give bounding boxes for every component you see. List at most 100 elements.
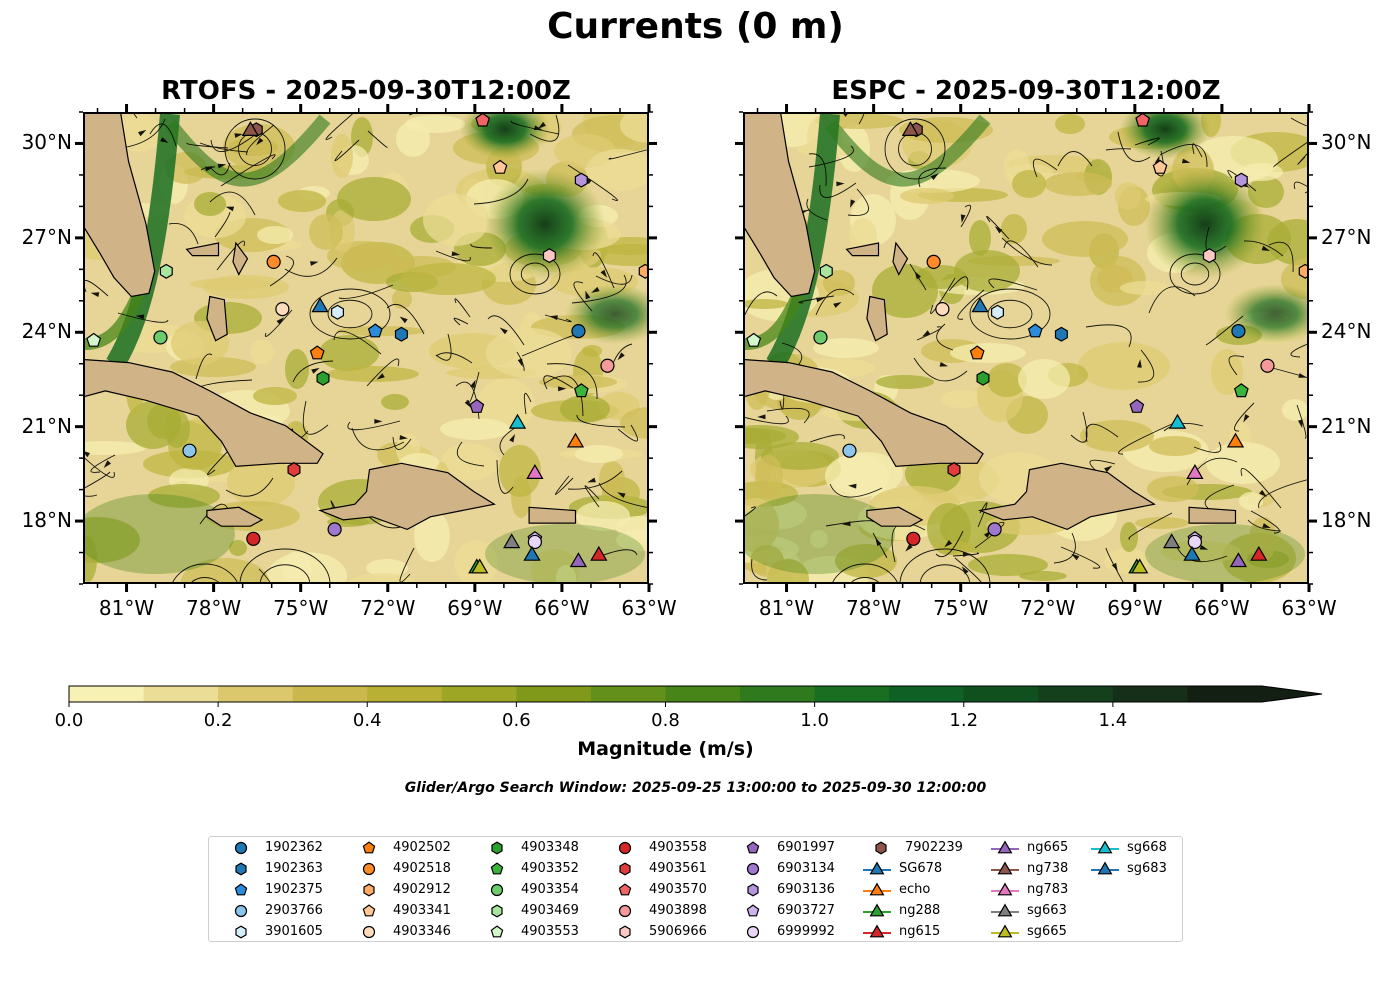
- x-tick-label: 81°W: [98, 596, 155, 620]
- x-tick-label: 72°W: [360, 596, 416, 620]
- platform-marker-ng615: [590, 545, 608, 561]
- panel-title-espc: ESPC - 2025-09-30T12:00Z: [831, 76, 1221, 106]
- legend-marker: [746, 925, 760, 939]
- platform-marker-4903346: [275, 301, 290, 317]
- platform-marker-4902518: [266, 254, 281, 269]
- platform-marker-1902375: [1027, 323, 1043, 338]
- platform-marker-4903352: [1233, 383, 1249, 398]
- y-tick-label: 21°N: [21, 413, 72, 438]
- legend-marker: [991, 840, 1019, 854]
- legend-marker: [362, 904, 376, 917]
- platform-marker-sg668: [1168, 413, 1187, 429]
- platform-marker-6903136: [1234, 172, 1248, 188]
- x-tick-label: 69°W: [447, 596, 503, 620]
- legend-marker: [619, 925, 631, 939]
- legend-marker: [619, 862, 631, 876]
- colorbar-segment: [740, 686, 816, 702]
- platform-marker-1902363: [394, 326, 408, 342]
- platform-marker-4903354: [153, 330, 168, 345]
- colorbar-segment: [69, 686, 145, 702]
- legend-marker: [746, 904, 760, 917]
- legend-label: 6903134: [777, 861, 835, 876]
- y-tick-label: 30°N: [21, 130, 72, 155]
- platform-marker-ng665: [569, 552, 588, 568]
- legend-marker: [362, 925, 376, 939]
- legend-marker: [991, 903, 1019, 917]
- legend-label: 4903570: [649, 882, 707, 897]
- colorbar-tick-label: 1.4: [1098, 710, 1128, 731]
- legend-label: 7902239: [905, 840, 963, 855]
- platform-marker-4903352: [573, 383, 589, 398]
- legend-label: ng665: [1027, 840, 1069, 855]
- legend-label: 4902912: [393, 882, 451, 897]
- colorbar-segment: [441, 686, 517, 702]
- map-espc: [743, 112, 1309, 584]
- x-tick-label: 81°W: [758, 596, 815, 620]
- platform-marker-sg663: [503, 533, 521, 549]
- platform-marker-4903570: [1135, 114, 1151, 127]
- platform-marker-4902502: [969, 345, 985, 360]
- platform-marker-sg683: [523, 545, 541, 561]
- platform-marker-2903766: [182, 443, 197, 458]
- panel-title-rtofs: RTOFS - 2025-09-30T12:00Z: [161, 76, 571, 106]
- platform-marker-4903558: [906, 531, 921, 546]
- legend-marker: [863, 924, 891, 938]
- legend-marker: [863, 882, 891, 896]
- colorbar-segment: [1187, 686, 1263, 702]
- legend-marker: [490, 925, 504, 938]
- legend-label: 6903727: [777, 903, 835, 918]
- legend-label: 1902375: [265, 882, 323, 897]
- platform-marker-4903469: [159, 263, 173, 279]
- platform-marker-sg663: [1163, 533, 1181, 549]
- legend-label: 4903898: [649, 903, 707, 918]
- colorbar-tick-label: 0.4: [352, 710, 382, 731]
- legend-marker: [1091, 861, 1119, 875]
- platform-marker-1902363: [1054, 326, 1068, 342]
- colorbar-segment: [292, 686, 368, 702]
- legend-marker: [363, 883, 375, 897]
- platform-marker-ng738: [241, 121, 260, 136]
- map-canvas: [85, 114, 647, 582]
- y-tick-label: 27°N: [1321, 224, 1372, 249]
- land-masses: [745, 114, 1237, 531]
- platform-marker-3901605: [991, 304, 1004, 320]
- y-tick-label: 30°N: [1321, 130, 1372, 155]
- legend-label: sg665: [1027, 924, 1067, 939]
- colorbar-tick-label: 0.0: [54, 710, 84, 731]
- x-tick-label: 63°W: [621, 596, 677, 620]
- legend-marker: [863, 861, 891, 875]
- legend-marker: [1091, 840, 1119, 854]
- legend-marker: [618, 904, 632, 918]
- platform-marker-ng783: [1186, 463, 1204, 479]
- platform-marker-ng665: [1229, 552, 1248, 568]
- platform-marker-sg665: [471, 558, 489, 574]
- legend-marker: [235, 862, 247, 876]
- x-tick-label: 75°W: [933, 596, 989, 620]
- legend-label: 4903553: [521, 924, 579, 939]
- search-window-text: Glider/Argo Search Window: 2025-09-25 13…: [404, 780, 987, 796]
- x-tick-label: 72°W: [1020, 596, 1076, 620]
- colorbar-segment: [1112, 686, 1189, 702]
- colorbar-segment: [367, 686, 443, 702]
- legend-label: 4903354: [521, 882, 579, 897]
- legend-marker: [490, 862, 504, 875]
- platform-marker-1902362: [1231, 324, 1246, 339]
- platform-marker-5906966: [1202, 248, 1216, 264]
- colorbar-segment: [218, 686, 294, 702]
- legend-marker: [235, 925, 247, 939]
- figure-title: Currents (0 m): [547, 6, 844, 47]
- platform-marker-6903134: [987, 522, 1002, 537]
- legend-marker: [863, 903, 891, 917]
- x-tick-label: 69°W: [1107, 596, 1163, 620]
- legend-marker: [490, 883, 504, 897]
- land-masses: [85, 114, 577, 531]
- legend-label: 6903136: [777, 882, 835, 897]
- colorbar-tick-label: 1.2: [949, 710, 979, 731]
- legend-label: ng738: [1027, 861, 1069, 876]
- legend-label: SG678: [899, 861, 943, 876]
- colorbar-segment: [143, 686, 219, 702]
- legend-marker: [747, 883, 759, 897]
- x-tick-label: 78°W: [185, 596, 242, 620]
- map-rtofs: [83, 112, 649, 584]
- colorbar-segment: [665, 686, 741, 702]
